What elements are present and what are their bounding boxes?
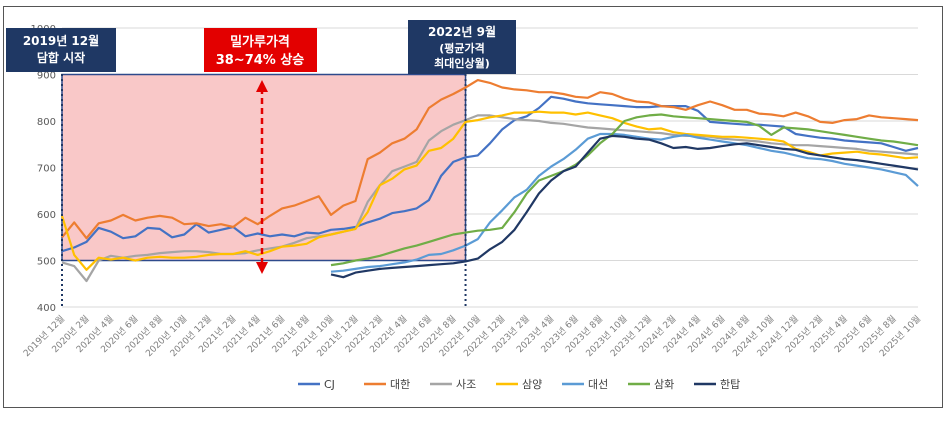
start-annotation-line1: 2019년 12월	[23, 33, 99, 48]
series-lines	[60, 78, 919, 283]
legend-item-한탑: 한탑	[694, 378, 740, 391]
legend-item-삼양: 삼양	[496, 378, 542, 391]
legend-item-대한: 대한	[364, 378, 410, 391]
legend-item-CJ: CJ	[298, 378, 335, 391]
peak-annotation-line2: (평균가격	[439, 41, 485, 55]
legend-label: 대선	[588, 378, 608, 391]
series-line-대선	[330, 132, 919, 273]
legend-label: 한탑	[720, 378, 740, 391]
rise-arrow	[256, 80, 268, 274]
legend-item-대선: 대선	[562, 378, 608, 391]
legend-label: 삼양	[522, 378, 542, 391]
series-line-삼화	[330, 113, 919, 267]
legend-label: 삼화	[654, 378, 674, 391]
legend-item-삼화: 삼화	[628, 378, 674, 391]
y-tick-label: 800	[37, 117, 56, 128]
y-tick-label: 600	[37, 210, 56, 221]
y-tick-label: 900	[37, 71, 56, 82]
rise-annotation-line1: 밀가루가격	[230, 35, 290, 50]
peak-annotation: 2022년 9월 (평균가격 최대인상월)	[408, 20, 516, 74]
series-line-사조	[61, 114, 919, 283]
start-annotation: 2019년 12월 담합 시작	[6, 28, 116, 72]
legend-label: 사조	[456, 378, 476, 391]
legend-label: 대한	[390, 378, 410, 391]
series-line-한탑	[330, 134, 919, 279]
collusion-period-shade	[61, 73, 467, 262]
peak-annotation-box	[408, 20, 516, 74]
series-line-삼양	[60, 110, 919, 271]
legend-label: CJ	[324, 378, 335, 391]
series-line-대한	[61, 78, 919, 240]
chart-frame	[3, 6, 943, 408]
rise-annotation-box	[204, 28, 317, 72]
series-line-CJ	[61, 95, 919, 253]
y-tick-label: 700	[37, 164, 56, 175]
start-annotation-line2: 담합 시작	[37, 50, 85, 65]
rise-annotation-line2: 38~74% 상승	[216, 53, 305, 68]
peak-annotation-line1: 2022년 9월	[428, 24, 496, 39]
peak-annotation-line3: 최대인상월)	[434, 56, 490, 70]
y-tick-label: 500	[37, 257, 56, 268]
rise-annotation: 밀가루가격 38~74% 상승	[204, 28, 317, 72]
legend: CJ 대한 사조 삼양 대선 삼화 한탑	[298, 378, 740, 391]
start-annotation-box	[6, 28, 116, 72]
y-tick-label: 400	[37, 303, 56, 314]
event-markers	[61, 74, 467, 307]
legend-item-사조: 사조	[430, 378, 476, 391]
